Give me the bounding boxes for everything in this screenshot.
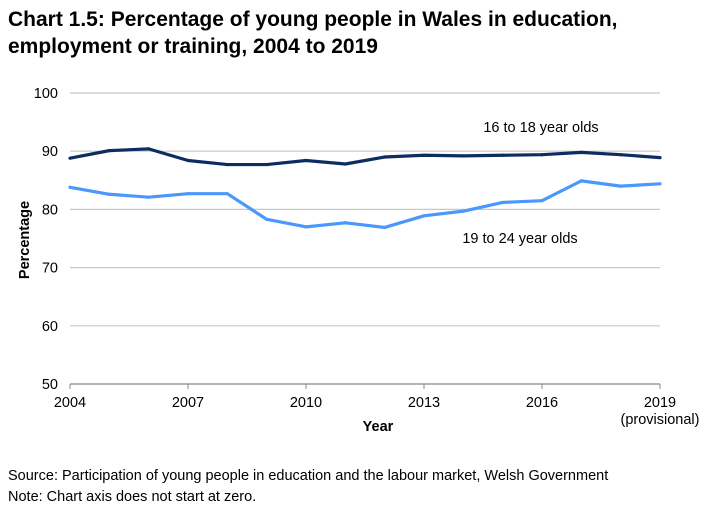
y-axis-label: Percentage: [17, 201, 33, 279]
x-tick-label: 2010: [290, 395, 322, 411]
data-point: [658, 182, 662, 186]
data-point: [422, 153, 426, 157]
data-point: [304, 158, 308, 163]
x-tick-label: 2019: [644, 395, 676, 411]
data-point: [107, 149, 111, 153]
x-tick-label: 2013: [408, 395, 440, 411]
data-point: [343, 162, 347, 166]
y-tick-label: 80: [42, 202, 58, 218]
series-line-2: [69, 179, 661, 230]
x-tick-label: 2004: [54, 395, 86, 411]
y-tick-label: 100: [34, 86, 58, 102]
x-tick-label: 2007: [172, 395, 204, 411]
series-line-1: [69, 147, 661, 167]
data-point: [501, 200, 505, 205]
y-tick-label: 60: [42, 319, 58, 335]
x-tick-sublabel: (provisional): [621, 412, 700, 428]
data-point: [304, 225, 308, 229]
data-point: [186, 158, 190, 163]
y-tick-label: 70: [42, 261, 58, 277]
title-line-2: employment or training, 2004 to 2019: [8, 35, 378, 58]
data-point: [501, 153, 505, 157]
x-axis-label: Year: [363, 419, 394, 435]
data-point: [461, 209, 465, 213]
data-point: [422, 214, 426, 218]
y-tick-label: 50: [42, 377, 58, 393]
axis-note: Note: Chart axis does not start at zero.: [8, 489, 257, 505]
data-point: [68, 185, 72, 189]
source-note: Source: Participation of young people in…: [8, 468, 609, 484]
data-point: [225, 192, 229, 196]
data-point: [540, 199, 544, 203]
series-label: 16 to 18 year olds: [483, 120, 598, 136]
data-point: [579, 150, 583, 154]
data-point: [147, 195, 151, 199]
chart-title: Chart 1.5: Percentage of young people in…: [8, 6, 723, 60]
data-point: [343, 221, 347, 225]
data-point: [658, 156, 662, 160]
data-point: [461, 154, 465, 158]
y-tick-label: 90: [42, 144, 58, 160]
series-label: 19 to 24 year olds: [462, 231, 577, 247]
data-point: [383, 155, 387, 159]
data-point: [619, 153, 623, 157]
data-point: [68, 156, 72, 160]
data-point: [619, 184, 623, 188]
x-tick-label: 2016: [526, 395, 558, 411]
data-point: [579, 179, 583, 183]
data-point: [540, 153, 544, 157]
data-point: [186, 192, 190, 196]
data-point: [265, 162, 269, 167]
title-line-1: Chart 1.5: Percentage of young people in…: [8, 8, 618, 31]
data-point: [107, 192, 111, 196]
data-point: [383, 225, 387, 230]
data-point: [265, 217, 269, 221]
data-point: [225, 162, 229, 167]
data-point: [147, 147, 151, 151]
